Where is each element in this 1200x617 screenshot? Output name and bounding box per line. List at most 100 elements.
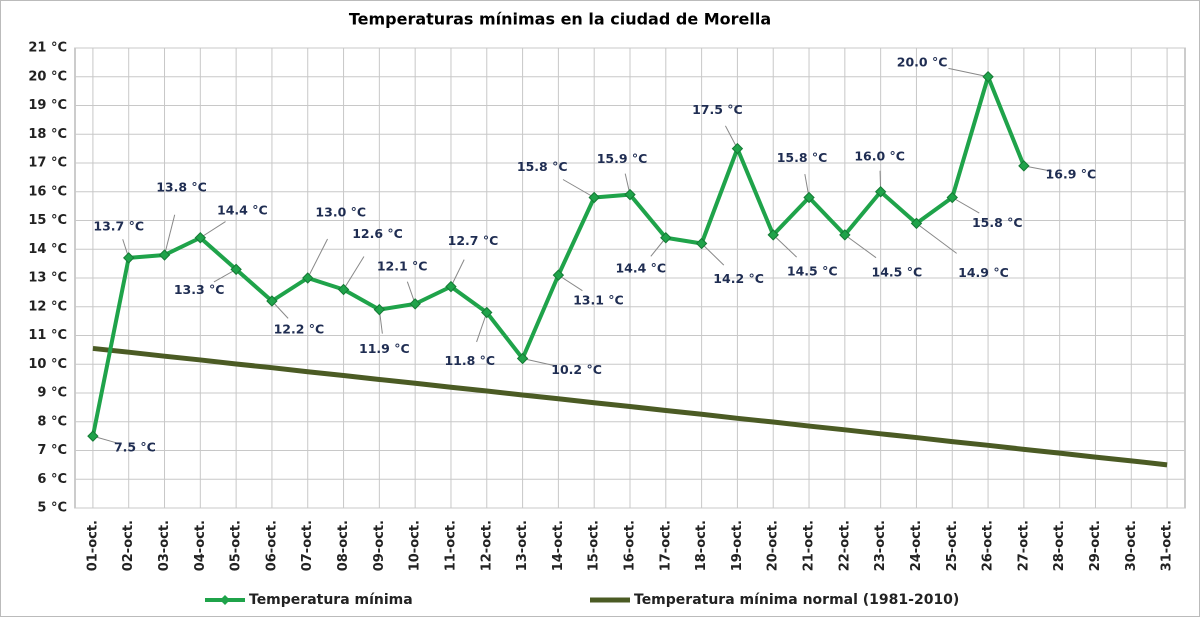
x-tick-label: 13-oct. [515,520,530,571]
series-line [92,345,1168,468]
y-tick-label: 7 °C [37,443,67,458]
leader-line [164,214,176,256]
x-tick-label: 23-oct. [873,520,888,571]
x-tick-label: 31-oct. [1160,520,1175,571]
data-label: 7.5 °C [114,440,156,455]
y-tick-label: 15 °C [28,213,67,228]
data-label: 13.1 °C [573,293,624,308]
marker [194,232,207,244]
x-tick-label: 20-oct. [766,520,781,571]
y-tick-label: 20 °C [28,69,67,84]
y-tick-label: 9 °C [37,386,67,401]
leader-line [948,67,989,78]
data-label: 12.7 °C [448,233,499,248]
marker [588,191,600,204]
leader-line [772,234,797,258]
y-tick-label: 12 °C [28,299,67,314]
marker [445,280,457,293]
y-tick-label: 11 °C [28,328,67,343]
marker [874,186,887,198]
marker [660,232,672,244]
leader-line [213,268,237,283]
x-tick-label: 11-oct. [443,520,458,571]
y-tick-label: 10 °C [28,357,67,372]
x-tick-label: 03-oct. [157,520,172,571]
x-tick-label: 30-oct. [1124,520,1139,571]
x-tick-label: 08-oct. [336,520,351,571]
data-label: 14.9 °C [958,265,1009,280]
legend-marker [220,595,230,605]
marker [230,263,242,276]
data-label: 14.2 °C [713,271,764,286]
x-tick-label: 28-oct. [1052,520,1067,571]
leader-line [200,221,226,239]
x-tick-label: 25-oct. [945,520,960,571]
y-tick-label: 8 °C [37,414,67,429]
x-tick-label: 04-oct. [193,520,208,571]
y-tick-label: 18 °C [28,127,67,142]
chart-title: Temperaturas mínimas en la ciudad de Mor… [349,10,771,29]
data-label: 13.7 °C [93,218,144,233]
marker [302,272,314,284]
legend-label: Temperatura mínima normal (1981-2010) [634,592,959,608]
marker [731,142,744,155]
marker [839,229,851,241]
marker [1018,160,1030,172]
data-label: 17.5 °C [692,102,743,117]
x-tick-label: 14-oct. [551,520,566,571]
marker [982,71,994,83]
y-tick-label: 16 °C [28,184,67,199]
marker [803,191,815,204]
x-tick-label: 09-oct. [372,520,387,571]
leader-line [952,197,980,214]
leader-line [562,179,595,198]
x-tick-label: 21-oct. [802,520,817,571]
data-label: 15.8 °C [777,150,828,165]
data-label: 13.0 °C [315,205,366,220]
data-label: 12.6 °C [352,226,403,241]
data-label: 20.0 °C [897,54,948,69]
marker [337,283,350,296]
data-label: 13.8 °C [156,180,207,195]
marker [158,249,171,261]
leader-line [701,243,725,266]
marker [409,298,421,310]
x-tick-label: 26-oct. [981,520,996,571]
data-label: 11.9 °C [359,341,410,356]
x-tick-label: 17-oct. [658,520,673,571]
x-tick-label: 07-oct. [300,520,315,571]
leader-line [476,312,488,343]
x-tick-label: 16-oct. [623,520,638,571]
marker [266,295,278,307]
data-label: 12.1 °C [377,258,428,273]
y-tick-label: 5 °C [37,501,67,516]
data-label: 13.3 °C [174,282,225,297]
marker [373,303,386,316]
marker [624,188,636,201]
y-tick-label: 14 °C [28,242,67,257]
leader-line [307,238,328,279]
data-label: 11.8 °C [444,353,495,368]
leader-line [522,358,556,367]
marker [910,217,923,230]
legend-label: Temperatura mínima [249,592,413,608]
marker [481,306,493,319]
x-tick-label: 02-oct. [121,520,136,571]
leader-line [844,234,877,259]
data-label: 16.0 °C [854,148,905,163]
data-label: 15.8 °C [517,159,568,174]
x-tick-label: 24-oct. [909,520,924,571]
data-label: 10.2 °C [551,362,602,377]
data-label: 14.5 °C [787,263,838,278]
x-tick-label: 05-oct. [229,520,244,571]
leader-line [916,222,957,254]
data-label: 15.8 °C [972,215,1023,230]
marker [516,352,529,365]
data-label: 14.4 °C [217,202,268,217]
leader-line [558,274,583,292]
data-label: 12.2 °C [274,322,325,337]
x-tick-label: 10-oct. [408,520,423,571]
marker [123,252,135,264]
leader-line [450,259,465,287]
